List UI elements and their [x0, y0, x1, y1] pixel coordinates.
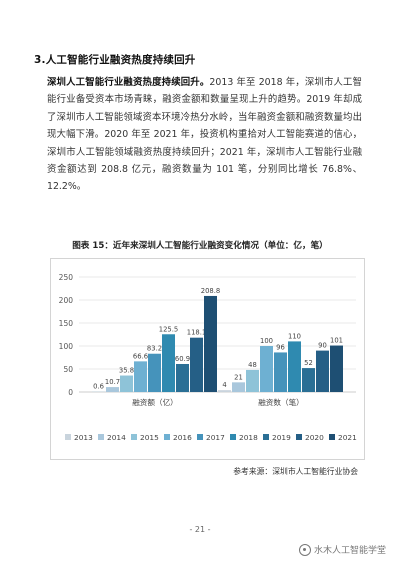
data-label: 125.5: [159, 325, 178, 333]
bar-2016-amount: [134, 361, 147, 392]
data-label: 0.6: [93, 382, 104, 390]
funding-bar-chart: 0 50 100 150 200 250 0.610.7 35.8 66.683.2 125.5 6…: [59, 273, 357, 442]
bar-2019-amount: [176, 363, 189, 392]
bar-2020-amount: [190, 337, 203, 392]
section-heading: 3.人工智能行业融资热度持续回升: [34, 54, 196, 66]
source-note: 参考来源：深圳市人工智能行业协会: [233, 467, 358, 476]
legend-swatch-2019: [263, 434, 269, 440]
y-tick-label: 50: [63, 365, 73, 374]
bar-2015-amount: [120, 375, 133, 392]
y-tick-label: 0: [68, 388, 73, 397]
data-label: 110: [288, 332, 301, 340]
data-label: 208.8: [201, 287, 220, 295]
bar-2014-count: [232, 382, 245, 392]
y-tick-label: 200: [59, 296, 74, 305]
bar-2020-count: [316, 350, 329, 392]
bar-2013-count: [218, 390, 231, 392]
data-label: 4: [222, 381, 226, 389]
data-label: 96: [276, 343, 285, 351]
legend-label-2013: 2013: [74, 433, 93, 442]
legend-swatch-2020: [296, 434, 302, 440]
legend-swatch-2013: [65, 434, 71, 440]
bar-2018-count: [288, 341, 301, 392]
data-label: 118.1: [187, 329, 206, 337]
bar-2014-amount: [106, 387, 119, 392]
bar-2019-count: [302, 368, 315, 392]
group-label: 融资数（笔）: [258, 397, 304, 407]
legend-label-2017: 2017: [206, 433, 225, 442]
bar-2015-count: [246, 369, 259, 392]
body-paragraph: 深圳人工智能行业融资热度持续回升。2013 年至 2018 年，深圳市人工智能行…: [47, 74, 362, 196]
y-tick-label: 250: [59, 273, 74, 282]
legend-label-2015: 2015: [140, 433, 159, 442]
bar-2016-count: [260, 346, 273, 392]
bar-2018-amount: [162, 334, 175, 392]
figure-title: 图表 15：近年来深圳人工智能行业融资变化情况（单位：亿，笔）: [72, 241, 328, 251]
page-number: - 21 -: [189, 525, 211, 534]
legend-swatch-2014: [98, 434, 104, 440]
legend-label-2019: 2019: [272, 433, 291, 442]
legend-label-2021: 2021: [338, 433, 357, 442]
data-label: 10.7: [105, 378, 120, 386]
bar-2021-amount: [204, 295, 217, 392]
bar-2013-amount: [92, 391, 105, 392]
wechat-icon: [298, 543, 311, 556]
y-tick-label: 150: [59, 319, 74, 328]
bar-2021-count: [330, 345, 343, 392]
legend-swatch-2016: [164, 434, 170, 440]
group-label: 融资额（亿）: [132, 397, 178, 407]
legend-label-2014: 2014: [107, 433, 126, 442]
data-label: 35.8: [119, 367, 134, 375]
data-label: 21: [234, 373, 243, 381]
watermark: 水木人工智能学堂: [298, 543, 386, 556]
data-label: 66.6: [133, 352, 148, 360]
data-label: 60.9: [175, 355, 190, 363]
bar-2017-count: [274, 352, 287, 392]
legend-label-2020: 2020: [305, 433, 324, 442]
y-tick-label: 100: [59, 342, 74, 351]
bar-2017-amount: [148, 353, 161, 392]
paragraph-body: 2013 年至 2018 年，深圳市人工智能行业备受资本市场青睐，融资金额和数量…: [47, 77, 362, 193]
legend-swatch-2015: [131, 434, 137, 440]
legend-swatch-2017: [197, 434, 203, 440]
legend-label-2018: 2018: [239, 433, 258, 442]
data-label: 52: [304, 359, 313, 367]
paragraph-lead: 深圳人工智能行业融资热度持续回升。: [47, 77, 210, 88]
data-label: 101: [330, 337, 343, 345]
data-label: 100: [260, 337, 273, 345]
data-label: 90: [318, 342, 327, 350]
data-label: 83.2: [147, 345, 162, 353]
legend-swatch-2018: [230, 434, 236, 440]
legend-label-2016: 2016: [173, 433, 192, 442]
chart-container: 0 50 100 150 200 250 0.6 10.7 35.8 66.6 83.2 125.5 6…: [50, 258, 365, 460]
data-label: 48: [248, 361, 257, 369]
watermark-text: 水木人工智能学堂: [313, 546, 386, 556]
legend-swatch-2021: [329, 434, 335, 440]
